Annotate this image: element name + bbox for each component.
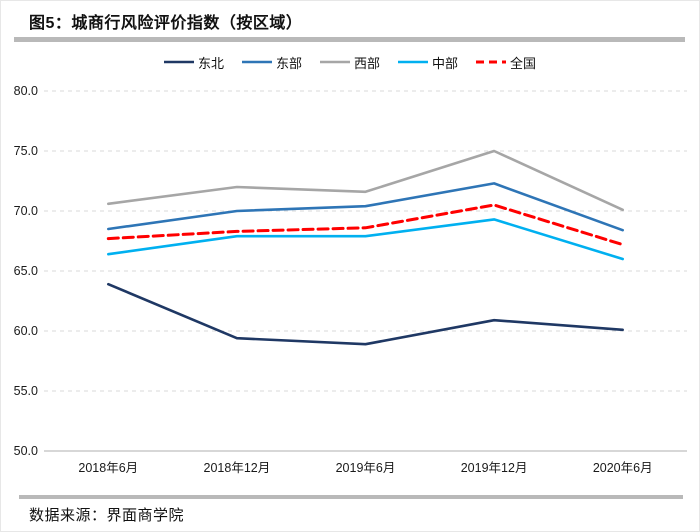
legend-line-sample xyxy=(163,60,194,64)
series-line-4 xyxy=(106,203,625,247)
legend-label: 全国 xyxy=(510,55,537,71)
chart-legend: 东北 东部 西部 中部 全国 xyxy=(1,53,699,71)
series-line-3 xyxy=(107,218,625,261)
legend-label: 东北 xyxy=(197,55,224,71)
figure-title: 图5：城商行风险评价指数（按区域） xyxy=(29,15,303,32)
legend-item-2: 西部 xyxy=(319,53,380,72)
legend-item-4: 全国 xyxy=(476,53,536,72)
x-axis-tick-label: 2018年6月 xyxy=(78,461,138,475)
y-axis-tick-label: 60.0 xyxy=(14,324,38,338)
legend-item-0: 东北 xyxy=(163,53,224,72)
legend-label: 西部 xyxy=(353,55,380,71)
legend-line-sample xyxy=(398,60,428,64)
legend-item-3: 中部 xyxy=(398,53,458,72)
x-axis-tick-label: 2020年6月 xyxy=(593,461,653,475)
legend-line-sample xyxy=(241,60,272,64)
y-axis-tick-label: 50.0 xyxy=(14,444,38,458)
legend-line-sample xyxy=(319,60,350,64)
legend-label: 中部 xyxy=(432,55,459,71)
y-axis-tick-label: 75.0 xyxy=(14,144,38,158)
x-axis-tick-label: 2019年6月 xyxy=(336,461,396,475)
legend-line-sample xyxy=(476,60,507,64)
x-axis-tick-label: 2018年12月 xyxy=(204,461,271,475)
series-line-2 xyxy=(107,149,625,212)
series-line-0 xyxy=(107,282,625,346)
y-axis-tick-label: 70.0 xyxy=(14,204,38,218)
source-divider xyxy=(19,495,683,499)
legend-item-1: 东部 xyxy=(241,53,302,72)
title-divider xyxy=(14,37,685,42)
x-axis-tick-label: 2019年12月 xyxy=(461,461,528,475)
y-axis-tick-label: 55.0 xyxy=(14,384,38,398)
series-line-1 xyxy=(107,182,625,232)
data-source: 数据来源：界面商学院 xyxy=(29,507,185,524)
legend-label: 东部 xyxy=(275,55,302,71)
y-axis-tick-label: 65.0 xyxy=(14,264,38,278)
y-axis-tick-label: 80.0 xyxy=(14,84,38,98)
